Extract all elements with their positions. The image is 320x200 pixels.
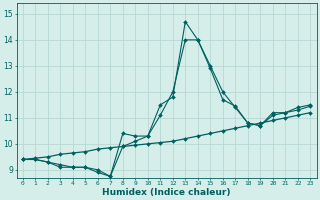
X-axis label: Humidex (Indice chaleur): Humidex (Indice chaleur) (102, 188, 231, 197)
